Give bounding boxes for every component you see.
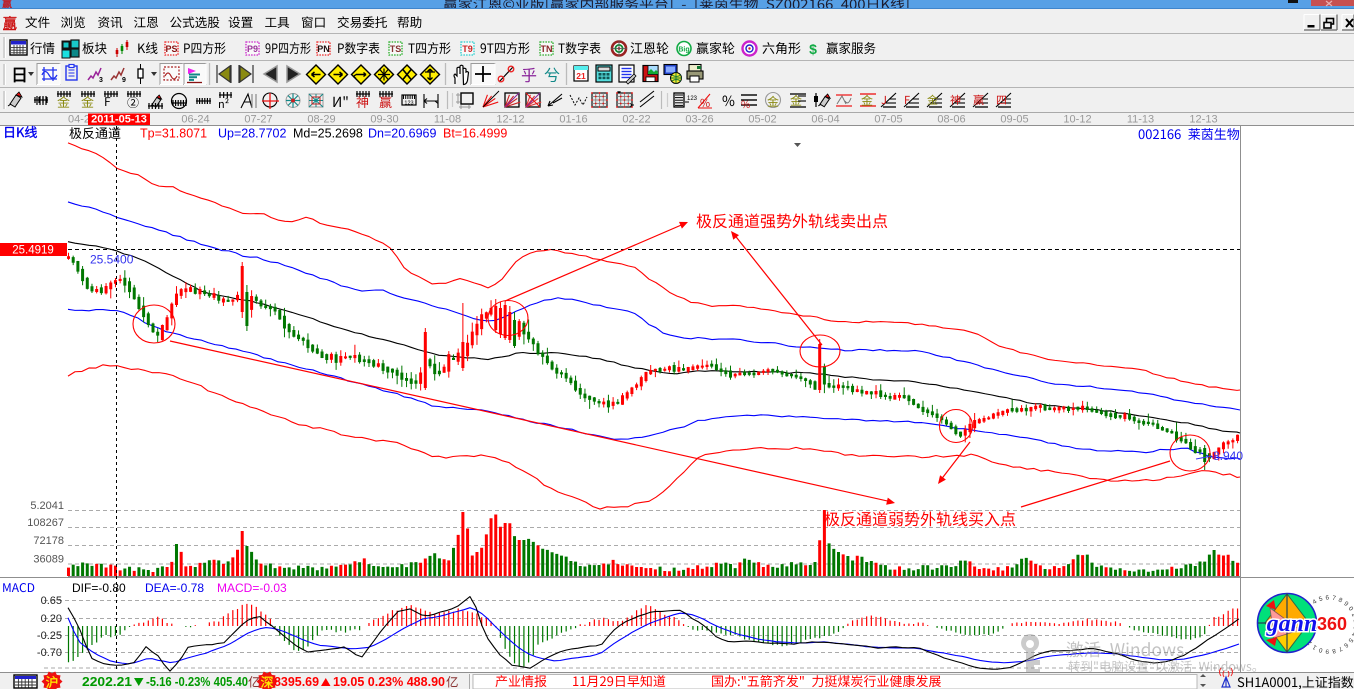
svg-text:7: 7 [1332, 595, 1337, 603]
svg-text:06-04: 06-04 [811, 114, 839, 126]
svg-text:DEA=-0.78: DEA=-0.78 [145, 581, 204, 595]
svg-text:PN: PN [317, 44, 330, 54]
svg-text:MACD=-0.03: MACD=-0.03 [217, 581, 287, 595]
svg-text:Bt=16.4999: Bt=16.4999 [443, 127, 507, 141]
svg-text:Md=25.2698: Md=25.2698 [293, 127, 363, 141]
svg-text:0.65: 0.65 [41, 595, 62, 607]
svg-text:11-13: 11-13 [1127, 114, 1154, 126]
svg-text:7: 7 [1337, 645, 1344, 653]
svg-text:25.5400: 25.5400 [90, 253, 134, 267]
svg-text:0: 0 [1318, 646, 1324, 654]
svg-text:4: 4 [1311, 598, 1318, 606]
svg-text:Big: Big [678, 47, 689, 54]
svg-text:06-24: 06-24 [181, 114, 209, 126]
svg-text:Up=28.7702: Up=28.7702 [218, 127, 287, 141]
svg-text:1: 1 [1350, 612, 1354, 618]
svg-text:TN: TN [541, 44, 553, 54]
svg-text:0: 0 [1347, 605, 1354, 612]
svg-text:-5.16 -0.23% 405.40: -5.16 -0.23% 405.40 [146, 674, 248, 689]
svg-text:8: 8 [1337, 597, 1344, 605]
svg-text:72178: 72178 [33, 535, 64, 547]
svg-text:Tp=31.8071: Tp=31.8071 [140, 127, 207, 141]
svg-text:9: 9 [1342, 600, 1350, 608]
svg-text:08-29: 08-29 [307, 114, 335, 126]
svg-text:5.2041: 5.2041 [30, 500, 64, 512]
svg-text:3: 3 [99, 77, 103, 84]
svg-text:6: 6 [1325, 594, 1329, 601]
svg-text:3: 3 [1352, 626, 1354, 631]
svg-text:108267: 108267 [27, 517, 64, 529]
svg-text:8395.69: 8395.69 [274, 674, 319, 689]
svg-text:07-05: 07-05 [874, 114, 902, 126]
svg-text:09-30: 09-30 [370, 114, 398, 126]
svg-text:5: 5 [1346, 637, 1354, 644]
svg-text:07-27: 07-27 [244, 114, 272, 126]
svg-text:2202.21: 2202.21 [82, 674, 132, 689]
svg-text:19.05 0.23% 488.90: 19.05 0.23% 488.90 [333, 674, 445, 689]
svg-text:8.940: 8.940 [1213, 449, 1243, 463]
svg-text:DIF=-0.80: DIF=-0.80 [72, 581, 126, 595]
svg-text:T9: T9 [462, 44, 473, 54]
svg-text:-0.70: -0.70 [37, 647, 62, 659]
svg-text:gann: gann [1266, 611, 1318, 637]
svg-text:PS: PS [165, 44, 177, 54]
svg-text:123: 123 [687, 96, 698, 102]
svg-text:11-08: 11-08 [434, 114, 461, 126]
svg-text:21: 21 [576, 71, 586, 81]
svg-text:123: 123 [404, 101, 413, 107]
svg-text:4: 4 [1350, 631, 1354, 637]
svg-text:12-12: 12-12 [496, 114, 524, 126]
svg-text:Dn=20.6969: Dn=20.6969 [368, 127, 437, 141]
svg-text:TS: TS [390, 44, 402, 54]
svg-text:03-26: 03-26 [685, 114, 713, 126]
svg-text:5: 5 [1318, 595, 1324, 603]
svg-text:-0.25: -0.25 [37, 630, 62, 642]
svg-text:10-12: 10-12 [1063, 114, 1091, 126]
svg-text:1: 1 [1311, 643, 1318, 651]
svg-text:01-16: 01-16 [559, 114, 587, 126]
svg-text:8: 8 [1331, 647, 1336, 655]
svg-text:2011-05-13: 2011-05-13 [91, 114, 147, 126]
svg-text:08-06: 08-06 [937, 114, 965, 126]
svg-text:P9: P9 [247, 44, 258, 54]
svg-text:$: $ [809, 41, 817, 57]
svg-text:2: 2 [1352, 619, 1354, 624]
svg-text:12-13: 12-13 [1189, 114, 1217, 126]
svg-text:9: 9 [122, 77, 126, 84]
svg-text:0.20: 0.20 [41, 613, 62, 625]
svg-text:25.4919: 25.4919 [12, 245, 54, 257]
svg-text:9: 9 [1325, 647, 1329, 654]
svg-text:36089: 36089 [33, 554, 64, 566]
svg-text:6: 6 [1342, 641, 1350, 649]
svg-text:09-05: 09-05 [1000, 114, 1028, 126]
svg-text:360: 360 [1317, 614, 1347, 634]
svg-text:05-02: 05-02 [748, 114, 776, 126]
svg-text:04-2: 04-2 [68, 114, 90, 126]
svg-text:02-22: 02-22 [622, 114, 650, 126]
